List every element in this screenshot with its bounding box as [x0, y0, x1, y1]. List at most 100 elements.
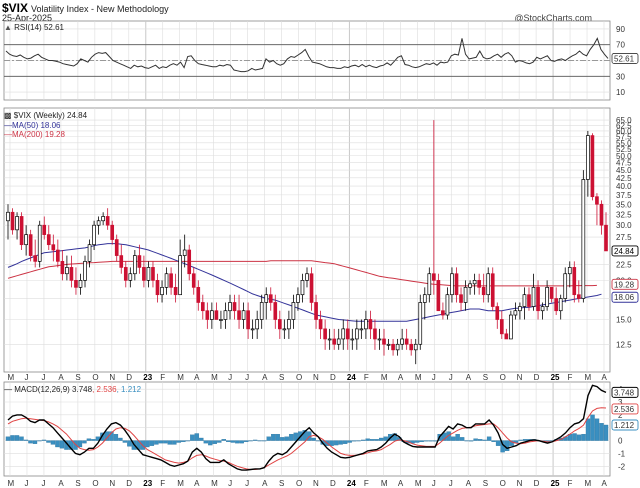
svg-text:30: 30: [616, 72, 625, 81]
svg-text:52.5: 52.5: [616, 145, 632, 154]
svg-text:M: M: [8, 373, 15, 382]
svg-text:N: N: [517, 373, 523, 382]
ma50-swatch-icon: —: [4, 121, 12, 130]
svg-text:D: D: [330, 373, 336, 382]
svg-text:A: A: [398, 373, 404, 382]
svg-text:2: 2: [618, 411, 623, 420]
ma200-label: MA(200): [12, 130, 43, 139]
macd-hist-value: 1.212: [121, 385, 142, 394]
svg-text:S: S: [483, 479, 488, 488]
svg-text:1.212: 1.212: [614, 421, 635, 430]
svg-text:-1: -1: [618, 449, 626, 458]
svg-text:40.0: 40.0: [616, 182, 632, 191]
svg-text:52.61: 52.61: [614, 54, 635, 63]
svg-text:M: M: [177, 373, 184, 382]
svg-text:D: D: [534, 479, 540, 488]
ma200-swatch-icon: —: [4, 130, 12, 139]
svg-text:F: F: [364, 373, 369, 382]
svg-text:A: A: [602, 479, 608, 488]
ma50-label: MA(50): [12, 121, 39, 130]
svg-text:A: A: [194, 373, 200, 382]
rsi-legend: ▲ RSI(14) 52.61: [4, 23, 64, 32]
svg-text:D: D: [126, 373, 132, 382]
svg-text:15.0: 15.0: [616, 315, 632, 324]
macd-value: 3.748: [72, 385, 93, 394]
svg-text:-2: -2: [618, 462, 626, 471]
svg-text:2.536: 2.536: [614, 405, 635, 414]
svg-text:90: 90: [616, 25, 625, 34]
svg-text:J: J: [449, 479, 453, 488]
symbol-description: Volatility Index - New Methodology: [31, 4, 169, 14]
macd-label: MACD(12,26,9): [14, 385, 70, 394]
candle-icon: ▩: [4, 111, 12, 120]
svg-text:0: 0: [618, 437, 623, 446]
svg-text:42.5: 42.5: [616, 174, 632, 183]
svg-text:J: J: [24, 479, 28, 488]
svg-text:N: N: [313, 373, 319, 382]
price-value: 24.84: [67, 111, 88, 120]
ma50-legend: —MA(50) 18.06: [4, 121, 61, 130]
svg-text:F: F: [160, 373, 165, 382]
svg-text:O: O: [296, 479, 302, 488]
svg-text:N: N: [313, 479, 319, 488]
svg-text:O: O: [92, 479, 98, 488]
svg-text:22.5: 22.5: [616, 260, 632, 269]
svg-text:F: F: [364, 479, 369, 488]
svg-text:J: J: [41, 479, 45, 488]
svg-text:19.28: 19.28: [614, 280, 635, 289]
chart-date: 25-Apr-2025: [2, 13, 53, 23]
svg-text:M: M: [585, 373, 592, 382]
price-label: $VIX (Weekly): [13, 111, 65, 120]
svg-text:J: J: [228, 479, 232, 488]
svg-text:18.06: 18.06: [614, 293, 635, 302]
svg-text:M: M: [381, 479, 388, 488]
svg-text:O: O: [500, 479, 506, 488]
svg-text:J: J: [245, 373, 249, 382]
svg-text:25: 25: [551, 479, 560, 488]
svg-text:35.0: 35.0: [616, 200, 632, 209]
svg-text:M: M: [415, 479, 422, 488]
svg-text:F: F: [568, 479, 573, 488]
svg-text:45.0: 45.0: [616, 166, 632, 175]
svg-text:10: 10: [616, 88, 625, 97]
svg-text:S: S: [75, 373, 80, 382]
svg-text:D: D: [330, 479, 336, 488]
rsi-value: 52.61: [43, 23, 64, 32]
svg-text:J: J: [432, 373, 436, 382]
svg-text:24: 24: [347, 373, 356, 382]
svg-text:F: F: [568, 373, 573, 382]
svg-text:J: J: [228, 373, 232, 382]
svg-text:3: 3: [618, 398, 623, 407]
svg-text:J: J: [41, 373, 45, 382]
svg-text:47.5: 47.5: [616, 159, 632, 168]
svg-text:J: J: [24, 373, 28, 382]
ma200-value: 19.28: [44, 130, 65, 139]
svg-text:3.748: 3.748: [614, 388, 635, 397]
svg-text:27.5: 27.5: [616, 233, 632, 242]
svg-text:24: 24: [347, 479, 356, 488]
svg-text:24.84: 24.84: [614, 247, 635, 256]
svg-text:50.0: 50.0: [616, 152, 632, 161]
svg-text:S: S: [75, 479, 80, 488]
svg-text:M: M: [211, 479, 218, 488]
svg-text:55.0: 55.0: [616, 139, 632, 148]
svg-text:N: N: [517, 479, 523, 488]
svg-text:65.0: 65.0: [616, 116, 632, 125]
ma50-value: 18.06: [40, 121, 61, 130]
svg-text:23: 23: [143, 479, 152, 488]
svg-text:30.0: 30.0: [616, 221, 632, 230]
svg-text:M: M: [8, 479, 15, 488]
svg-text:A: A: [398, 479, 404, 488]
svg-text:S: S: [279, 373, 284, 382]
brand-watermark: @StockCharts.com: [514, 13, 592, 23]
svg-text:D: D: [534, 373, 540, 382]
svg-text:A: A: [58, 479, 64, 488]
svg-text:O: O: [500, 373, 506, 382]
svg-text:12.5: 12.5: [616, 340, 632, 349]
svg-text:62.5: 62.5: [616, 121, 632, 130]
symbol: $VIX: [2, 1, 29, 15]
macd-swatch-icon: —: [4, 385, 12, 394]
svg-text:S: S: [483, 373, 488, 382]
svg-text:N: N: [109, 479, 115, 488]
